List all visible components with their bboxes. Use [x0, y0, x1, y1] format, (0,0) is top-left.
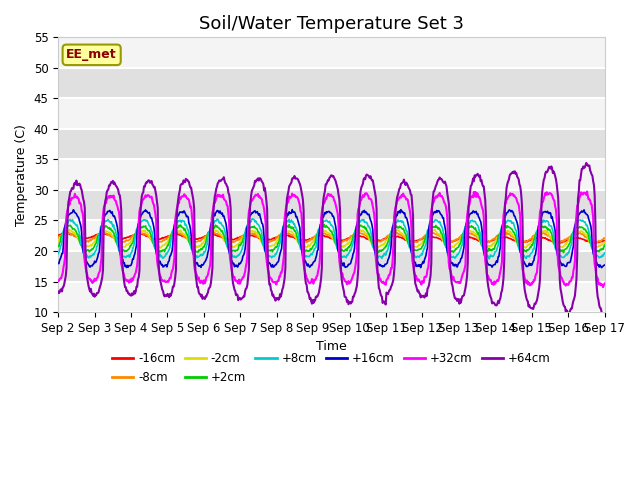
X-axis label: Time: Time — [316, 340, 347, 353]
Bar — [58, 159, 605, 190]
Title: Soil/Water Temperature Set 3: Soil/Water Temperature Set 3 — [199, 15, 464, 33]
Bar — [58, 37, 605, 68]
Legend: -16cm, -8cm, -2cm, +2cm, +8cm, +16cm, +32cm, +64cm: -16cm, -8cm, -2cm, +2cm, +8cm, +16cm, +3… — [108, 347, 556, 388]
Text: EE_met: EE_met — [67, 48, 117, 61]
Y-axis label: Temperature (C): Temperature (C) — [15, 124, 28, 226]
Bar — [58, 98, 605, 129]
Bar — [58, 281, 605, 312]
Bar — [58, 220, 605, 251]
